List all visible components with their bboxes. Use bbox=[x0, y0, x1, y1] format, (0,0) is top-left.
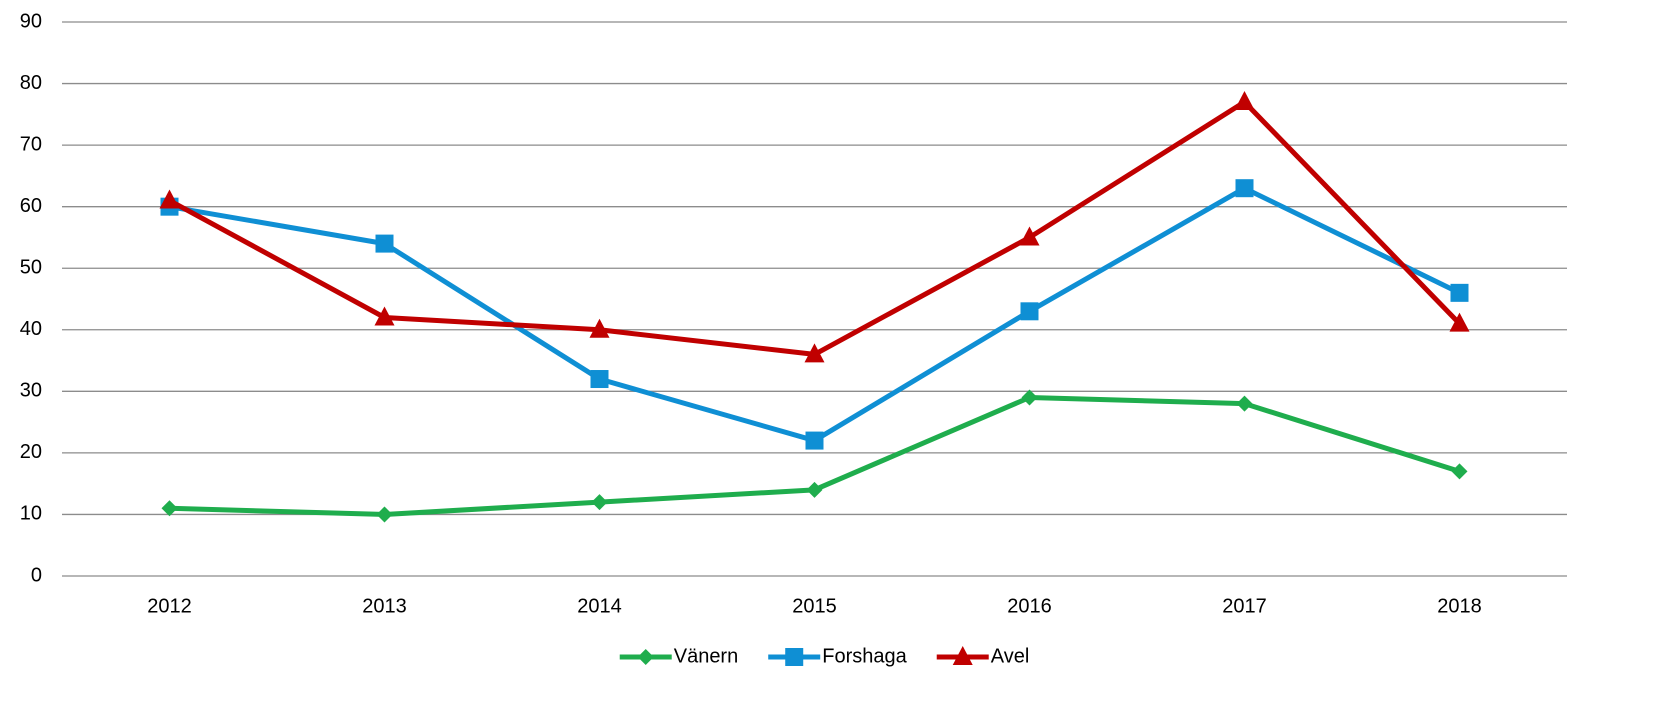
data-point bbox=[1019, 226, 1040, 246]
data-point bbox=[1449, 312, 1470, 332]
data-point bbox=[1235, 179, 1254, 198]
y-tick-label: 0 bbox=[31, 564, 42, 586]
data-point bbox=[1021, 389, 1038, 406]
y-tick-label: 50 bbox=[20, 257, 42, 279]
data-point bbox=[1020, 302, 1039, 321]
data-point bbox=[161, 500, 178, 517]
data-point bbox=[1450, 283, 1469, 302]
x-tick-label: 2017 bbox=[1222, 595, 1267, 617]
data-point bbox=[806, 481, 823, 498]
series-line bbox=[168, 99, 1462, 357]
y-tick-label: 90 bbox=[20, 10, 42, 32]
y-tick-label: 10 bbox=[20, 503, 42, 525]
series-line bbox=[169, 185, 1461, 444]
x-tick-label: 2015 bbox=[792, 595, 837, 617]
legend-marker bbox=[637, 649, 654, 665]
y-tick-label: 20 bbox=[20, 441, 42, 463]
data-point bbox=[591, 494, 608, 511]
x-tick-label: 2016 bbox=[1007, 595, 1052, 617]
data-point bbox=[804, 343, 825, 363]
data-point bbox=[159, 189, 180, 209]
y-tick-label: 60 bbox=[20, 195, 42, 217]
data-point bbox=[376, 506, 393, 523]
data-point bbox=[1451, 463, 1468, 480]
x-tick-label: 2014 bbox=[577, 595, 622, 617]
y-tick-label: 30 bbox=[20, 380, 42, 402]
legend-marker bbox=[952, 646, 973, 665]
y-tick-label: 80 bbox=[20, 72, 42, 94]
x-tick-label: 2013 bbox=[362, 595, 407, 617]
legend-marker bbox=[785, 648, 804, 666]
y-tick-label: 70 bbox=[20, 133, 42, 155]
data-point bbox=[589, 318, 610, 338]
legend: Vänern Forshaga Avel bbox=[619, 645, 1030, 667]
data-point bbox=[375, 234, 394, 253]
x-tick-label: 2012 bbox=[147, 595, 192, 617]
data-point bbox=[590, 370, 609, 389]
legend-label: Avel bbox=[991, 645, 1030, 667]
data-point bbox=[805, 431, 824, 450]
data-point bbox=[1236, 395, 1253, 412]
y-tick-label: 40 bbox=[20, 318, 42, 340]
legend-label: Forshaga bbox=[822, 645, 907, 667]
x-tick-label: 2018 bbox=[1437, 595, 1482, 617]
data-point bbox=[374, 306, 395, 326]
legend-label: Vänern bbox=[674, 645, 739, 667]
data-point bbox=[1234, 91, 1255, 111]
